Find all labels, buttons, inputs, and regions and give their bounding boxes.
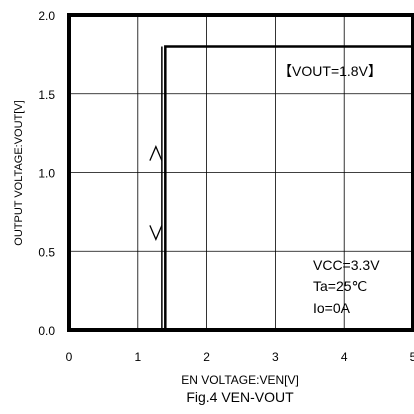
y-tick-label: 1.0 (38, 167, 55, 181)
chart-grid (69, 15, 413, 330)
figure-caption: Fig.4 VEN-VOUT (186, 389, 294, 405)
x-tick-label: 0 (66, 350, 73, 364)
condition-vcc: VCC=3.3V (313, 257, 380, 273)
hysteresis-arrows (149, 144, 163, 242)
series-line-vout (69, 45, 413, 332)
condition-io: Io=0A (313, 300, 351, 316)
arrow-up-icon (149, 144, 163, 161)
condition-ta: Ta=25℃ (313, 278, 367, 294)
x-axis-label: EN VOLTAGE:VEN[V] (181, 373, 299, 387)
x-tick-label: 3 (272, 350, 279, 364)
y-tick-label: 2.0 (38, 9, 55, 23)
x-tick-label: 5 (410, 350, 414, 364)
x-tick-label: 1 (134, 350, 141, 364)
y-tick-label: 0.0 (38, 324, 55, 338)
x-tick-labels: 0 1 2 3 4 5 (66, 350, 414, 364)
vout-annotation: 【VOUT=1.8V】 (278, 63, 382, 79)
arrow-down-icon (149, 225, 163, 242)
x-tick-label: 4 (341, 350, 348, 364)
plot-frame (67, 13, 414, 332)
y-tick-labels: 0.0 0.5 1.0 1.5 2.0 (38, 9, 55, 338)
x-tick-label: 2 (203, 350, 210, 364)
y-axis-label: OUTPUT VOLTAGE:VOUT[V] (13, 100, 25, 245)
y-tick-label: 0.5 (38, 245, 55, 259)
y-tick-label: 1.5 (38, 88, 55, 102)
